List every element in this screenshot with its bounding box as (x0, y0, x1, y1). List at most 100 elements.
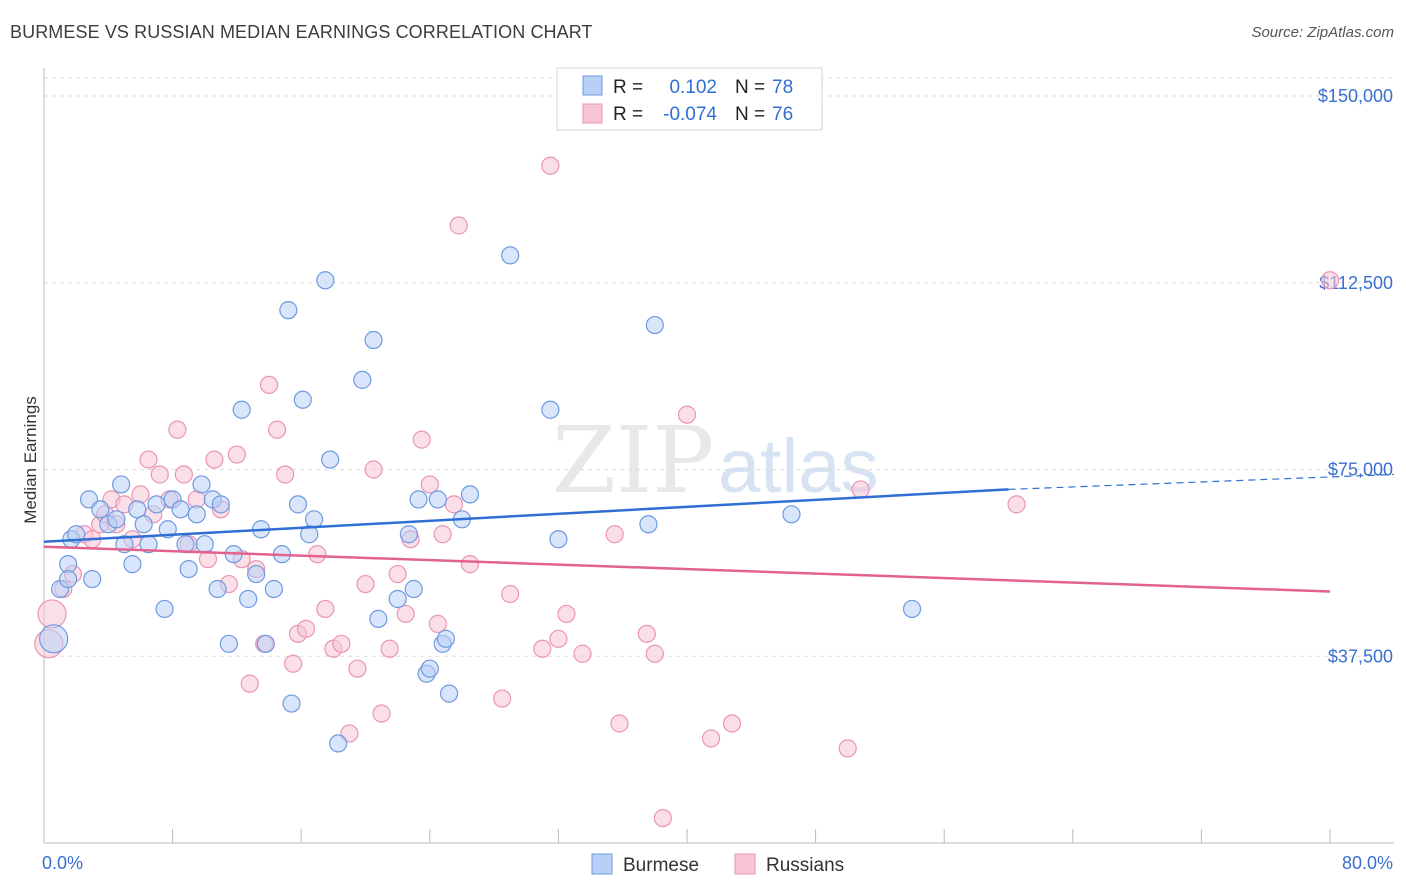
point-burmese-18 (155, 599, 174, 619)
point-russians-35 (296, 619, 316, 638)
point-russians-57 (501, 584, 520, 604)
point-russians-66 (645, 644, 664, 663)
point-russians-17 (168, 420, 187, 439)
bottom-legend-swatch-burmese (591, 853, 613, 875)
point-russians-51 (428, 614, 447, 633)
point-burmese-63 (501, 246, 520, 265)
point-burmese-60 (428, 490, 447, 509)
point-burmese-15 (134, 515, 153, 534)
point-burmese-8 (91, 500, 110, 519)
point-russians-15 (150, 465, 169, 484)
point-burmese-25 (192, 475, 211, 494)
x-tick-label-max: 80.0% (1342, 853, 1393, 873)
point-russians-53 (449, 216, 468, 235)
point-burmese-41 (288, 495, 308, 514)
point-burmese-56 (420, 659, 439, 678)
point-russians-47 (396, 604, 415, 624)
point-russians-41 (348, 659, 367, 678)
point-burmese-29 (211, 495, 230, 514)
axes (43, 68, 1394, 844)
point-russians-12 (131, 485, 150, 504)
point-russians-74 (1320, 271, 1340, 290)
point-burmese-13 (123, 555, 142, 574)
point-burmese-14 (128, 500, 147, 519)
point-russians-69 (702, 729, 721, 748)
legend-n-label-0: N = (735, 77, 765, 98)
point-russians-30 (259, 375, 279, 394)
watermark-zip: ZIP (552, 407, 714, 514)
point-burmese-44 (300, 525, 319, 544)
point-burmese-37 (264, 579, 283, 599)
chart-title: BURMESE VS RUSSIAN MEDIAN EARNINGS CORRE… (10, 22, 593, 42)
point-russians-60 (549, 629, 568, 648)
series-legend: Burmese Russians (591, 853, 844, 876)
point-burmese-42 (293, 390, 312, 409)
point-russians-1 (37, 599, 67, 629)
source-label: Source: ZipAtlas.com (1251, 24, 1394, 41)
y-tick-label-3: $150,000 (1318, 86, 1393, 106)
legend-swatch-russians (582, 103, 603, 124)
point-russians-33 (284, 654, 303, 673)
point-burmese-11 (112, 475, 131, 494)
point-burmese-54 (409, 490, 428, 509)
legend-r-label-1: R = (613, 104, 643, 125)
trend-lines (43, 473, 1395, 593)
point-burmese-40 (282, 694, 301, 713)
point-burmese-53 (404, 579, 423, 599)
bottom-legend-label-burmese: Burmese (623, 855, 699, 876)
point-burmese-47 (329, 734, 348, 753)
point-burmese-52 (399, 525, 419, 544)
legend-r-label-0: R = (613, 77, 643, 98)
x-tick-label-min: 0.0% (42, 853, 83, 873)
point-russians-43 (364, 460, 383, 479)
trend-line-russians (43, 545, 1331, 593)
point-russians-72 (851, 480, 870, 499)
point-russians-44 (372, 704, 391, 723)
point-burmese-30 (219, 634, 238, 653)
point-burmese-67 (645, 315, 664, 335)
point-burmese-65 (549, 530, 568, 549)
legend-n-value-0: 78 (772, 77, 793, 98)
stats-legend: R = 0.102 N = 78 R = -0.074 N = 76 (556, 67, 823, 131)
point-russians-58 (533, 639, 552, 658)
point-russians-50 (420, 475, 439, 494)
point-burmese-33 (239, 589, 258, 609)
bottom-legend-swatch-russians (734, 853, 756, 875)
point-burmese-45 (316, 271, 335, 290)
point-burmese-36 (256, 634, 275, 653)
point-burmese-32 (232, 400, 251, 419)
point-russians-65 (637, 624, 656, 643)
point-burmese-7 (83, 569, 102, 589)
point-burmese-24 (187, 505, 206, 524)
bottom-legend-label-russians: Russians (766, 855, 844, 876)
legend-n-label-1: N = (735, 104, 765, 125)
legend-swatch-burmese (582, 75, 603, 96)
point-russians-52 (433, 525, 452, 544)
point-burmese-39 (279, 301, 298, 320)
point-burmese-62 (460, 485, 480, 504)
y-tick-label-0: $37,500 (1328, 646, 1393, 666)
point-burmese-68 (782, 505, 801, 524)
point-russians-31 (267, 420, 287, 439)
point-burmese-66 (639, 515, 658, 534)
point-russians-36 (308, 545, 327, 564)
point-burmese-22 (176, 535, 195, 554)
point-burmese-23 (179, 559, 198, 579)
legend-r-value-0: 0.102 (669, 77, 717, 98)
point-russians-70 (722, 714, 742, 733)
point-burmese-26 (195, 535, 214, 554)
point-russians-55 (460, 555, 480, 574)
point-russians-64 (610, 714, 629, 733)
point-burmese-49 (364, 330, 383, 350)
point-russians-27 (240, 674, 259, 693)
point-russians-54 (444, 495, 464, 514)
point-burmese-51 (388, 589, 407, 609)
point-burmese-21 (171, 500, 190, 519)
watermark-atlas: atlas (718, 424, 879, 509)
point-burmese-58 (436, 629, 455, 648)
y-tick-label-1: $75,000 (1328, 460, 1393, 480)
point-burmese-64 (541, 400, 560, 419)
point-russians-49 (412, 430, 431, 449)
grid-lines: $37,500$75,000$112,500$150,000 (44, 77, 1394, 666)
